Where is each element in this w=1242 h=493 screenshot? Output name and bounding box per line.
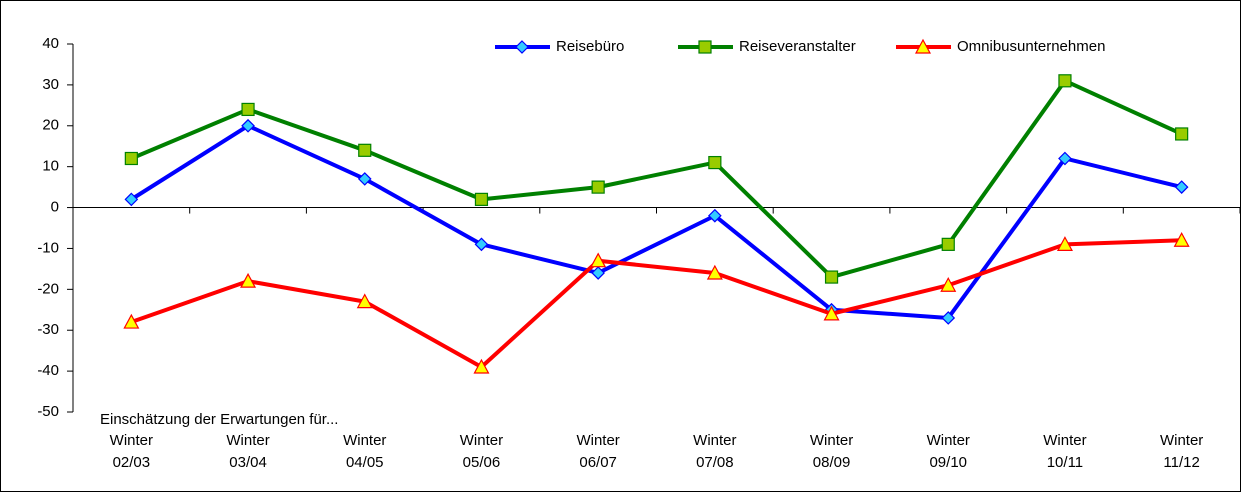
x-tick-label: Winter 07/08 bbox=[693, 432, 737, 471]
data-point bbox=[1175, 127, 1189, 141]
data-point bbox=[823, 305, 840, 321]
data-point bbox=[473, 358, 490, 374]
y-tick-label: -50 bbox=[37, 403, 59, 420]
data-point bbox=[241, 118, 255, 133]
data-point bbox=[1056, 236, 1073, 251]
data-point bbox=[358, 143, 372, 157]
legend-label: Reisebüro bbox=[556, 38, 624, 55]
legend-label: Reiseveranstalter bbox=[739, 38, 856, 55]
data-point bbox=[357, 172, 372, 186]
y-tick-label: -40 bbox=[37, 362, 59, 379]
data-point bbox=[474, 237, 489, 252]
legend-marker bbox=[515, 40, 529, 54]
data-point bbox=[590, 252, 607, 268]
y-tick-label: -20 bbox=[37, 280, 59, 297]
legend-label: Omnibusunternehmen bbox=[957, 38, 1105, 55]
data-point bbox=[706, 264, 723, 280]
data-point bbox=[708, 155, 722, 170]
data-point bbox=[1174, 180, 1189, 194]
data-point bbox=[824, 270, 839, 284]
y-tick-label: -30 bbox=[37, 321, 59, 338]
data-point bbox=[1058, 74, 1072, 88]
x-tick-label: Winter 05/06 bbox=[459, 432, 504, 471]
legend-marker bbox=[914, 38, 932, 54]
series-line bbox=[130, 238, 1182, 370]
data-point bbox=[356, 293, 373, 309]
data-point bbox=[941, 237, 955, 251]
x-tick-label: Winter 09/10 bbox=[926, 432, 970, 471]
y-tick-label: 30 bbox=[42, 76, 59, 93]
data-point bbox=[1058, 151, 1072, 166]
data-point bbox=[124, 192, 139, 207]
data-point bbox=[941, 311, 956, 325]
data-point bbox=[241, 102, 255, 117]
data-point bbox=[940, 276, 957, 292]
data-point bbox=[474, 192, 489, 206]
y-tick-label: 20 bbox=[42, 117, 59, 134]
data-point bbox=[240, 272, 257, 288]
x-tick-label: Winter 11/12 bbox=[1159, 432, 1204, 471]
x-tick-label: Winter 06/07 bbox=[576, 432, 620, 471]
data-point bbox=[591, 266, 605, 280]
legend-marker bbox=[698, 40, 712, 54]
data-point bbox=[123, 313, 140, 329]
y-tick-label: -10 bbox=[37, 239, 59, 256]
x-tick-label: Winter 03/04 bbox=[226, 432, 270, 471]
x-tick-label: Winter 04/05 bbox=[343, 432, 387, 471]
series-line bbox=[130, 78, 1183, 280]
y-tick-label: 10 bbox=[42, 158, 59, 175]
data-point bbox=[1173, 232, 1190, 247]
x-tick-label: Winter 10/11 bbox=[1043, 432, 1087, 471]
x-tick-label: Winter 08/09 bbox=[809, 432, 854, 471]
data-point bbox=[591, 180, 605, 194]
data-point bbox=[124, 151, 138, 166]
y-tick-label: 40 bbox=[42, 35, 59, 52]
data-point bbox=[708, 208, 722, 223]
y-tick-label: 0 bbox=[51, 199, 59, 216]
x-tick-label: Winter 02/03 bbox=[109, 432, 154, 471]
series-line bbox=[130, 123, 1183, 320]
annotation: Einschätzung der Erwartungen für... bbox=[100, 411, 339, 428]
